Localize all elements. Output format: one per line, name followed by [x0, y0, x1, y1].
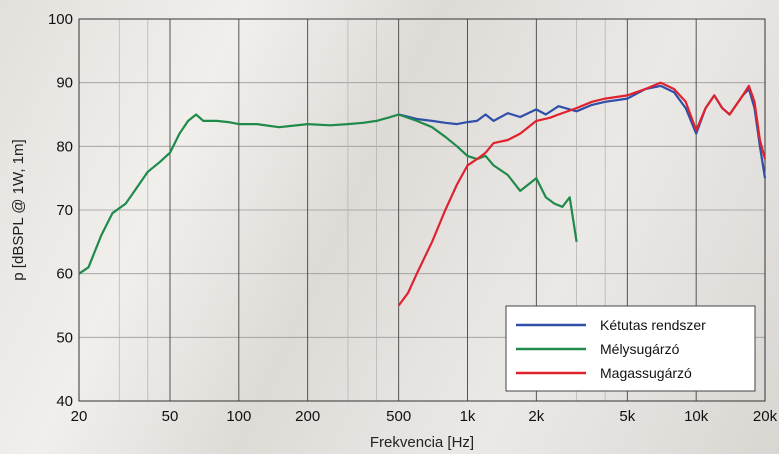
x-axis-label: Frekvencia [Hz] [370, 434, 474, 451]
tick-labels: 20 50 100 200 500 1k 2k 5k 10k 20k 40 50 60 70 80 90 100 [48, 11, 778, 425]
x-tick-label: 2k [528, 408, 544, 425]
y-tick-label: 60 [56, 266, 73, 283]
series-line-1 [78, 113, 578, 275]
series-line-2 [397, 81, 767, 307]
series-lines [78, 81, 767, 307]
x-tick-label: 100 [226, 408, 251, 425]
legend-label: Magassugárzó [600, 365, 692, 381]
x-tick-label: 50 [162, 408, 179, 425]
x-tick-label: 1k [460, 408, 476, 425]
legend: Kétutas rendszer Mélysugárzó Magassugárzó [505, 305, 756, 392]
legend-label: Kétutas rendszer [600, 317, 706, 333]
y-axis-label: p [dBSPL @ 1W, 1m] [10, 139, 27, 280]
x-tick-label: 200 [295, 408, 320, 425]
x-tick-label: 500 [386, 408, 411, 425]
x-tick-label: 10k [684, 408, 709, 425]
plot-frame [78, 18, 766, 402]
y-tick-label: 80 [56, 138, 73, 155]
legend-label: Mélysugárzó [600, 341, 680, 357]
y-tick-label: 70 [56, 202, 73, 219]
y-tick-label: 100 [48, 11, 73, 28]
y-tick-label: 90 [56, 75, 73, 92]
x-tick-label: 5k [619, 408, 635, 425]
y-tick-label: 40 [56, 393, 73, 410]
y-tick-label: 50 [56, 329, 73, 346]
x-tick-label: 20k [753, 408, 778, 425]
x-tick-label: 20 [71, 408, 88, 425]
